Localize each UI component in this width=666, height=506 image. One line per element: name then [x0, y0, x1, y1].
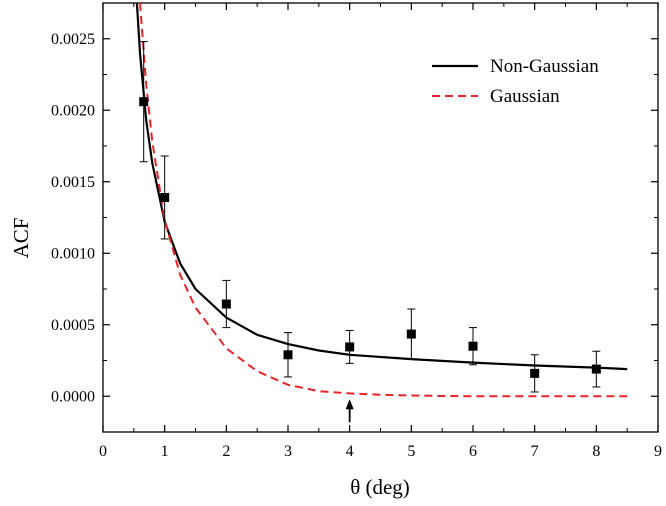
- non-gaussian-curve: [135, 3, 628, 371]
- data-point: [591, 364, 601, 374]
- x-tick-label: 8: [592, 443, 600, 460]
- data-point: [468, 341, 478, 351]
- x-tick-label: 6: [469, 443, 477, 460]
- arrow-head: [345, 399, 354, 410]
- legend: Non-Gaussian Gaussian: [432, 56, 599, 107]
- x-tick-label: 0: [99, 443, 107, 460]
- axis-ticks: [102, 2, 659, 433]
- y-tick-label: 0.0015: [51, 174, 95, 191]
- annotation-arrow: [345, 399, 354, 423]
- x-axis-title: θ (deg): [350, 475, 410, 499]
- y-tick-label: 0.0000: [51, 388, 95, 405]
- x-tick-label: 3: [284, 443, 292, 460]
- y-tick-label: 0.0005: [51, 317, 95, 334]
- legend-label-non-gaussian: Non-Gaussian: [490, 56, 599, 77]
- x-tick-label: 9: [654, 443, 662, 460]
- data-point: [139, 97, 149, 107]
- x-tick-label: 5: [407, 443, 415, 460]
- model-curves: [135, 3, 628, 398]
- y-tick-label: 0.0010: [51, 245, 95, 262]
- x-tick-label: 2: [222, 443, 230, 460]
- y-axis-title: ACF: [9, 218, 33, 259]
- data-point: [160, 192, 170, 202]
- data-point: [406, 329, 416, 339]
- x-tick-label: 1: [161, 443, 169, 460]
- data-points: [139, 41, 601, 393]
- x-tick-label: 4: [346, 443, 354, 460]
- y-tick-label: 0.0020: [51, 102, 95, 119]
- y-tick-labels: 0.0000 0.0005 0.0010 0.0015 0.0020 0.0025: [51, 31, 95, 406]
- gaussian-curve: [139, 3, 628, 398]
- data-point: [345, 342, 355, 352]
- y-tick-label: 0.0025: [51, 31, 95, 48]
- legend-label-gaussian: Gaussian: [490, 86, 560, 107]
- data-point: [221, 299, 231, 309]
- data-point: [530, 368, 540, 378]
- data-point: [283, 350, 293, 360]
- x-tick-label: 7: [531, 443, 539, 460]
- x-tick-labels: 0 1 2 3 4 5 6 7 8 9: [99, 443, 662, 460]
